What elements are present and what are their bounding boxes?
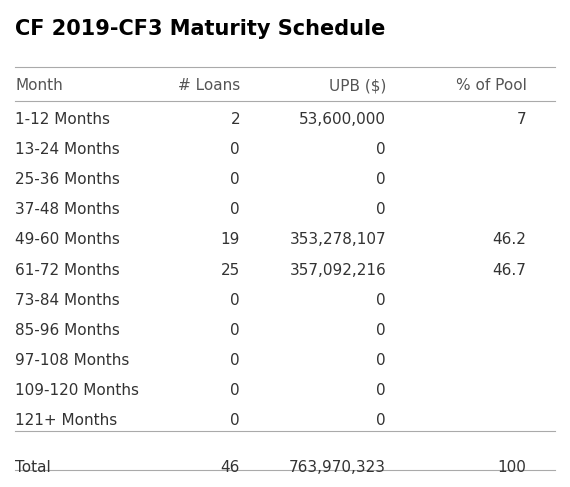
Text: 61-72 Months: 61-72 Months (15, 262, 120, 278)
Text: 19: 19 (221, 232, 240, 247)
Text: 357,092,216: 357,092,216 (290, 262, 386, 278)
Text: Total: Total (15, 460, 51, 475)
Text: 0: 0 (230, 172, 240, 187)
Text: 763,970,323: 763,970,323 (289, 460, 386, 475)
Text: 7: 7 (517, 112, 527, 127)
Text: 0: 0 (376, 413, 386, 429)
Text: 0: 0 (376, 293, 386, 308)
Text: 2: 2 (230, 112, 240, 127)
Text: 0: 0 (376, 353, 386, 368)
Text: 0: 0 (230, 293, 240, 308)
Text: 85-96 Months: 85-96 Months (15, 323, 120, 338)
Text: 97-108 Months: 97-108 Months (15, 353, 130, 368)
Text: 0: 0 (230, 202, 240, 217)
Text: 46.2: 46.2 (492, 232, 527, 247)
Text: 0: 0 (376, 323, 386, 338)
Text: 49-60 Months: 49-60 Months (15, 232, 120, 247)
Text: 46.7: 46.7 (492, 262, 527, 278)
Text: 0: 0 (376, 172, 386, 187)
Text: % of Pool: % of Pool (455, 78, 527, 94)
Text: 0: 0 (376, 142, 386, 157)
Text: 73-84 Months: 73-84 Months (15, 293, 120, 308)
Text: UPB ($): UPB ($) (329, 78, 386, 94)
Text: Month: Month (15, 78, 63, 94)
Text: 25: 25 (221, 262, 240, 278)
Text: 1-12 Months: 1-12 Months (15, 112, 111, 127)
Text: # Loans: # Loans (178, 78, 240, 94)
Text: 109-120 Months: 109-120 Months (15, 383, 140, 398)
Text: 0: 0 (230, 383, 240, 398)
Text: 0: 0 (376, 383, 386, 398)
Text: 0: 0 (230, 142, 240, 157)
Text: 0: 0 (376, 202, 386, 217)
Text: 25-36 Months: 25-36 Months (15, 172, 120, 187)
Text: 13-24 Months: 13-24 Months (15, 142, 120, 157)
Text: 0: 0 (230, 413, 240, 429)
Text: 121+ Months: 121+ Months (15, 413, 117, 429)
Text: 0: 0 (230, 353, 240, 368)
Text: 0: 0 (230, 323, 240, 338)
Text: 46: 46 (221, 460, 240, 475)
Text: 53,600,000: 53,600,000 (299, 112, 386, 127)
Text: 100: 100 (498, 460, 527, 475)
Text: 37-48 Months: 37-48 Months (15, 202, 120, 217)
Text: 353,278,107: 353,278,107 (290, 232, 386, 247)
Text: CF 2019-CF3 Maturity Schedule: CF 2019-CF3 Maturity Schedule (15, 19, 386, 38)
